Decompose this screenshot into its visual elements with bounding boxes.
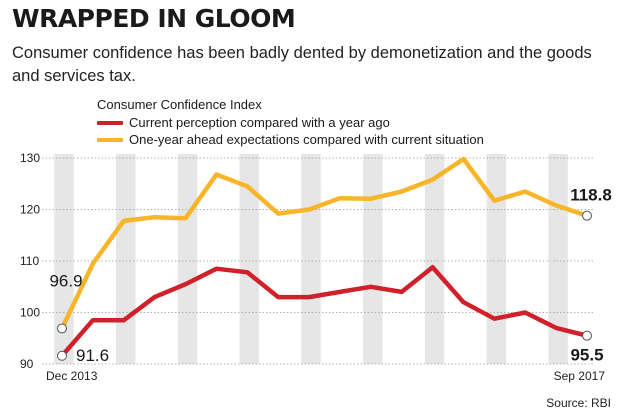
data-labels: 96.9 91.6 118.8 95.5 (49, 186, 611, 365)
legend-swatch-red (97, 120, 123, 125)
background-band (363, 154, 383, 364)
legend-label-expectations: One-year ahead expectations compared wit… (129, 132, 484, 147)
x-tick-label: Dec 2013 (46, 369, 98, 383)
data-label: 95.5 (570, 346, 603, 365)
y-tick-label: 100 (20, 306, 40, 320)
legend-item-current: Current perception compared with a year … (97, 114, 484, 131)
background-band (116, 154, 136, 364)
background-bands (54, 154, 568, 364)
data-label: 91.6 (76, 346, 109, 365)
background-band (301, 154, 321, 364)
background-band (486, 154, 507, 364)
legend-title: Consumer Confidence Index (97, 97, 262, 112)
end-markers (57, 210, 592, 361)
series-line-current (59, 264, 590, 359)
legend: Consumer Confidence Index Current percep… (97, 96, 484, 148)
data-point-marker (57, 323, 67, 334)
y-tick-label: 110 (20, 254, 39, 268)
deck-text: Consumer confidence has been badly dente… (12, 44, 592, 85)
data-label: 96.9 (49, 271, 82, 290)
background-band (177, 154, 198, 364)
legend-label-current: Current perception compared with a year … (129, 115, 390, 130)
source-note: Source: RBI (546, 396, 611, 410)
data-label: 118.8 (570, 186, 612, 205)
legend-item-expectations: One-year ahead expectations compared wit… (97, 131, 484, 148)
x-tick-label: Sep 2017 (554, 369, 606, 383)
series-lines (59, 156, 590, 359)
data-point-marker (582, 210, 592, 221)
background-band (424, 154, 445, 364)
y-tick-label: 90 (20, 357, 34, 371)
data-point-marker (582, 330, 592, 341)
y-tick-label: 130 (20, 151, 40, 165)
data-point-marker (57, 350, 67, 361)
y-axis-tick-labels: 90 100 110 120 130 (20, 151, 40, 371)
headline: WRAPPED IN GLOOM (12, 4, 296, 33)
background-band (548, 154, 568, 364)
x-axis-tick-labels: Dec 2013 Sep 2017 (46, 369, 605, 383)
series-line-expectations (59, 156, 590, 331)
background-band (239, 154, 260, 364)
legend-swatch-yellow (97, 137, 123, 142)
y-tick-label: 120 (20, 203, 40, 217)
